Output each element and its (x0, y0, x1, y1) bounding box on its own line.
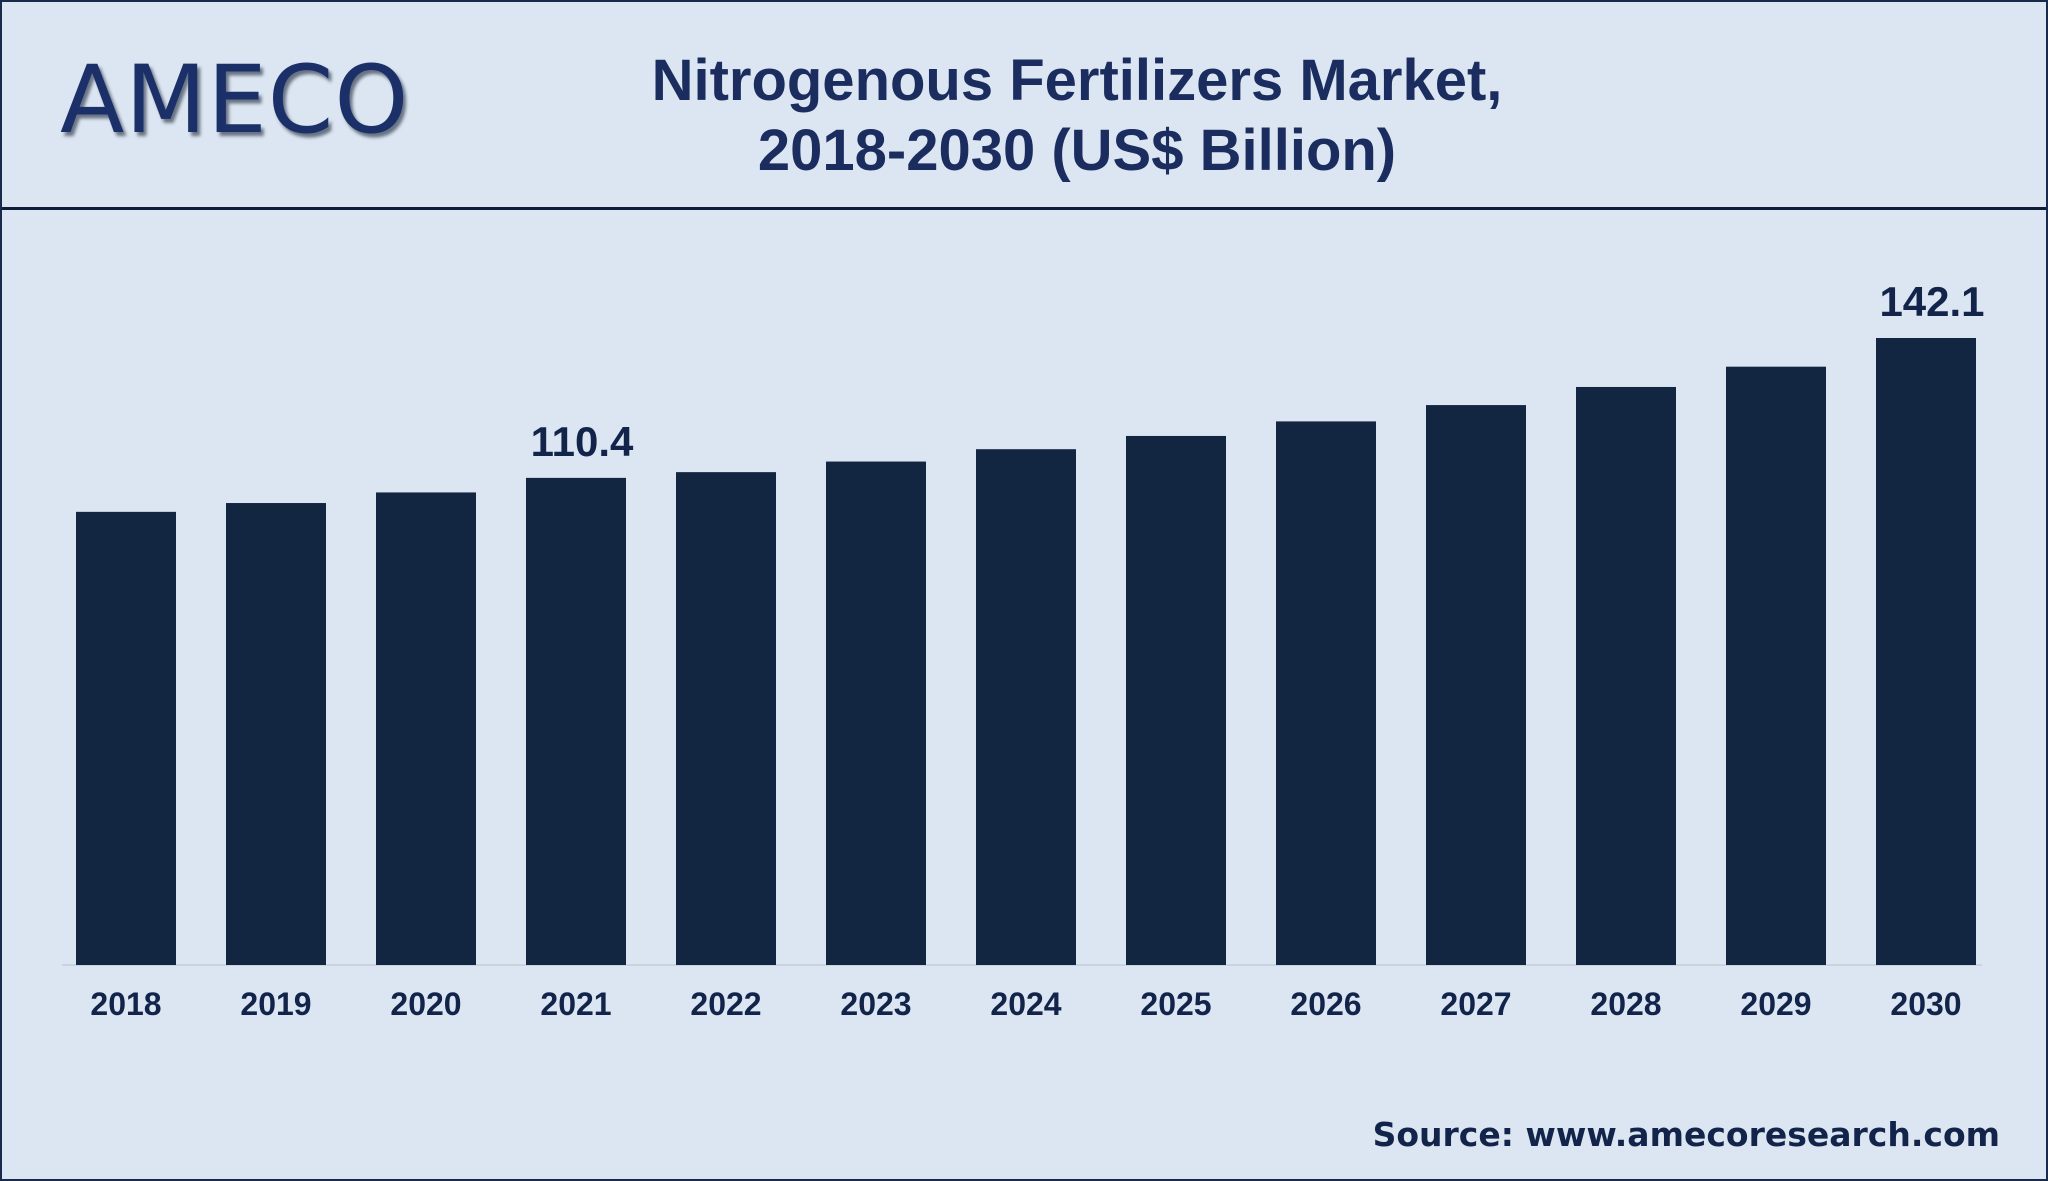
x-tick-label-2023: 2023 (840, 986, 911, 1022)
bar-2028 (1576, 386, 1676, 965)
data-label-2030: 142.1 (1879, 278, 1984, 325)
bar-2020 (376, 492, 476, 965)
x-tick-label-2030: 2030 (1890, 986, 1961, 1022)
chart-title: Nitrogenous Fertilizers Market, 2018-203… (402, 46, 1752, 186)
chart-title-line-2: 2018-2030 (US$ Billion) (757, 118, 1397, 183)
ameco-logo: AMECO (60, 46, 410, 155)
bars-group (76, 338, 1976, 966)
bar-2029 (1726, 366, 1826, 965)
bar-2024 (976, 449, 1076, 965)
x-tick-label-2026: 2026 (1290, 986, 1361, 1022)
x-tick-label-2021: 2021 (540, 986, 611, 1022)
data-label-2021: 110.4 (531, 418, 634, 465)
data-labels: 110.4 142.1 (531, 278, 1985, 465)
bar-2030 (1876, 338, 1976, 965)
bar-2019 (226, 503, 326, 965)
bar-2025 (1126, 435, 1226, 965)
x-tick-label-2019: 2019 (240, 986, 311, 1022)
bar-2026 (1276, 421, 1376, 966)
x-tick-label-2020: 2020 (390, 986, 461, 1022)
x-tick-labels: 2018 2019 2020 2021 2022 2023 2024 2025 2026 2027… (90, 986, 1961, 1022)
x-tick-label-2018: 2018 (90, 986, 161, 1022)
x-tick-label-2028: 2028 (1590, 986, 1661, 1022)
x-tick-label-2029: 2029 (1740, 986, 1811, 1022)
bar-2023 (826, 461, 926, 965)
bar-2027 (1426, 405, 1526, 966)
bar-2022 (676, 472, 776, 965)
source-note: Source: www.amecoresearch.com (1372, 1115, 2000, 1154)
x-tick-label-2024: 2024 (990, 986, 1061, 1022)
x-tick-label-2027: 2027 (1440, 986, 1511, 1022)
chart-title-line-1: Nitrogenous Fertilizers Market, (651, 48, 1503, 113)
header-band: AMECO Nitrogenous Fertilizers Market, 20… (2, 2, 2046, 210)
x-tick-label-2022: 2022 (690, 986, 761, 1022)
bar-2018 (76, 511, 176, 965)
x-tick-label-2025: 2025 (1140, 986, 1211, 1022)
bar-2021 (526, 477, 626, 965)
